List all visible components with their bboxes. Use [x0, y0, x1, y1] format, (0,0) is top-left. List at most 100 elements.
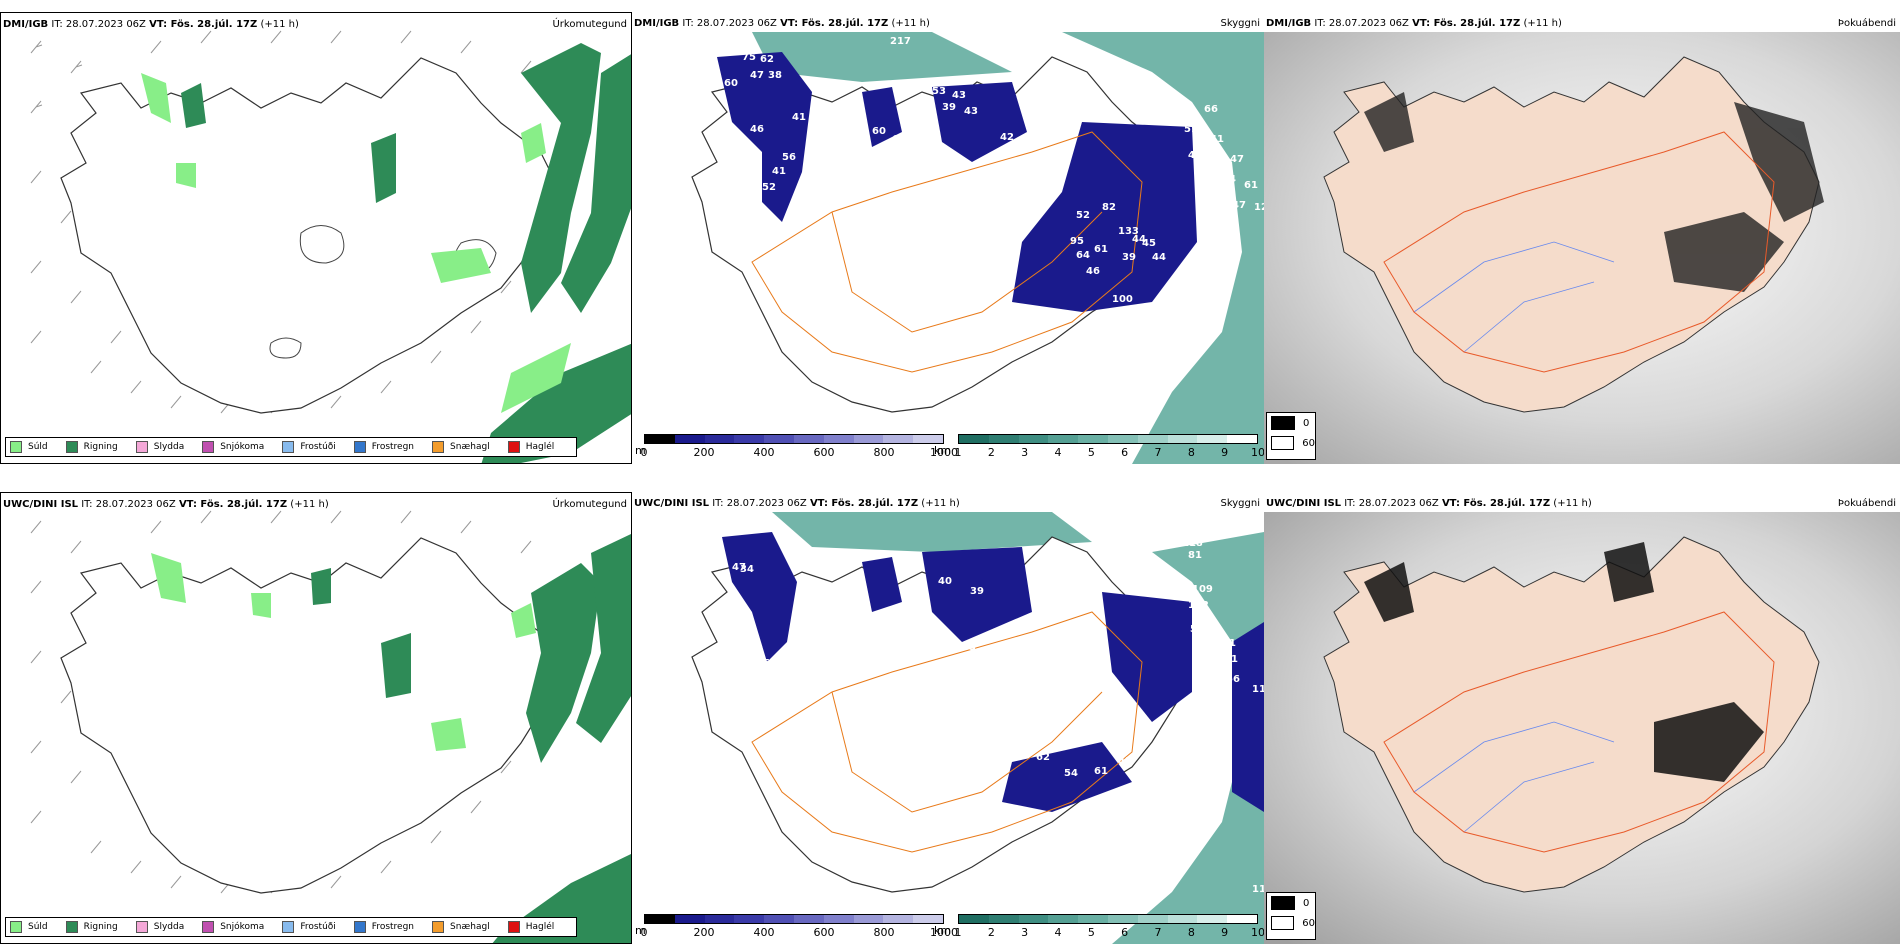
scale-tick-label: 2: [987, 926, 995, 939]
cloud-base-label: 69: [892, 134, 906, 145]
cloud-base-label: 43: [800, 210, 814, 221]
legend-item: Slydda: [135, 921, 184, 933]
fog-panel-1: DMI/IGB IT: 28.07.2023 06Z VT: Fös. 28.j…: [1264, 12, 1900, 464]
cloud-base-label: 40: [1172, 534, 1186, 545]
panel-title: Skyggni: [1220, 18, 1260, 29]
precip-legend: Súld Rigning Slydda Snjókoma Frostúði Fr…: [5, 917, 578, 937]
cloud-base-label: 41: [772, 166, 786, 177]
init-time: IT: 28.07.2023 06Z: [81, 499, 176, 510]
scale-segment: [1137, 915, 1168, 923]
cloud-base-label: 46: [750, 124, 764, 135]
valid-time: VT: Fös. 28.júl. 17Z: [1412, 18, 1521, 29]
legend-item: Haglél: [507, 921, 554, 933]
cloud-base-label: 43: [1118, 756, 1132, 767]
cloud-base-label: 100: [952, 734, 973, 745]
valid-time: VT: Fös. 28.júl. 17Z: [780, 18, 889, 29]
cloud-base-label: 44: [1204, 192, 1218, 203]
visibility-unit: km: [934, 444, 952, 457]
rain-areas: [181, 43, 631, 463]
scale-segment: [1197, 915, 1228, 923]
scale-segment: [1167, 915, 1198, 923]
cloud-base-label: 18: [994, 644, 1008, 655]
cloud-base-label: 62: [760, 54, 774, 65]
fog-legend-item: 0: [1271, 413, 1315, 433]
visibility-scale: 1 2 3 4 5 6 7 8 9 10 km: [934, 914, 1264, 940]
scale-tick-label: 1: [954, 926, 962, 939]
panel-header: DMI/IGB IT: 28.07.2023 06Z VT: Fös. 28.j…: [634, 18, 930, 29]
legend-swatch: [65, 441, 78, 453]
scale-tick-label: 8: [1187, 926, 1195, 939]
scale-tick-label: 1: [954, 446, 962, 459]
panel-header: UWC/DINI ISL IT: 28.07.2023 06Z VT: Fös.…: [3, 499, 329, 510]
legend-item: Snjókoma: [202, 441, 264, 453]
legend-swatch: [65, 921, 78, 933]
cloud-base-label: 57: [762, 666, 776, 677]
scale-tick-label: 2: [987, 446, 995, 459]
legend-swatch: [202, 441, 215, 453]
drizzle-areas: [141, 73, 571, 413]
scale-segment: [674, 435, 705, 443]
scale-segment: [704, 435, 735, 443]
init-time: IT: 28.07.2023 06Z: [1344, 498, 1439, 509]
teal-sea-low-visibility: [772, 512, 1264, 944]
panel-title: Skyggni: [1220, 498, 1260, 509]
cloud-base-label: 46: [1028, 124, 1042, 135]
cloud-base-label: 113: [1252, 684, 1264, 695]
scale-tick-label: 0: [640, 926, 648, 939]
scale-segment: [1078, 435, 1108, 443]
scale-tick-label: 800: [873, 926, 895, 939]
cloud-base-label: 60: [724, 78, 738, 89]
legend-item: Frostregn: [353, 921, 414, 933]
legend-swatch: [507, 441, 520, 453]
cloud-base-label: 44: [1222, 174, 1236, 185]
legend-item: Snjókoma: [202, 921, 264, 933]
teal-sea-low-visibility: [752, 32, 1264, 464]
valid-time: VT: Fös. 28.júl. 17Z: [809, 498, 919, 509]
legend-swatch: [135, 921, 148, 933]
fog-legend-item: 60: [1271, 433, 1315, 453]
cloud-base-label: 43: [964, 106, 978, 117]
iceland-outline: [60, 537, 557, 894]
panel-title: Þokuábendi: [1837, 498, 1896, 509]
panel-title: Úrkomutegund: [552, 19, 627, 30]
scale-segment: [704, 915, 735, 923]
scale-segment: [645, 915, 675, 923]
clouds-panel-1: 217 75 62 47 38 60 41 46 53 43 43 39 56 41 52 43 60 69 42 4…: [632, 12, 1264, 464]
scale-segment: [1227, 915, 1257, 923]
cloud-base-unit: m: [635, 924, 646, 937]
fog-dark-areas: [1364, 92, 1824, 292]
scale-segment: [1048, 435, 1079, 443]
cloud-base-scale: 0 200 400 600 800 1000 m: [635, 434, 958, 460]
cloud-labels: 305 6734021881473436403937535412181091125…: [732, 504, 1264, 895]
scale-tick-label: 8: [1187, 446, 1195, 459]
scale-tick-label: 600: [813, 446, 835, 459]
cloud-base-bar: [644, 434, 944, 444]
fog-legend: 0 60: [1266, 412, 1316, 460]
fog-legend: 0 60: [1266, 892, 1316, 940]
cloud-base-label: 82: [1102, 202, 1116, 213]
cloud-base-label: 57: [1198, 666, 1212, 677]
cloud-base-label: 51: [1184, 124, 1198, 135]
scale-tick-label: 800: [873, 446, 895, 459]
lead-time: (+11 h): [1523, 18, 1562, 29]
scale-tick-label: 200: [693, 926, 715, 939]
scale-segment: [1137, 435, 1168, 443]
cloud-base-label: 37: [906, 624, 920, 635]
cloud-base-label: 52: [1076, 210, 1090, 221]
cloud-base-label: 40: [938, 576, 952, 587]
legend-swatch: [432, 441, 445, 453]
precip-legend: Súld Rigning Slydda Snjókoma Frostúði Fr…: [5, 437, 578, 457]
scale-segment: [988, 915, 1019, 923]
scale-segment: [764, 915, 794, 923]
scale-segment: [913, 915, 943, 923]
cloud-base-label: 95: [1070, 236, 1084, 247]
cloud-base-label: 121: [954, 242, 975, 253]
precip-map-2: [30, 510, 631, 943]
cloud-base-label: 47: [750, 70, 764, 81]
cloud-base-label: 54: [1064, 768, 1078, 779]
cloud-base-label: 36: [756, 658, 770, 669]
scale-segment: [913, 435, 943, 443]
scale-segment: [1018, 435, 1049, 443]
cloud-base-label: 133: [1118, 226, 1139, 237]
